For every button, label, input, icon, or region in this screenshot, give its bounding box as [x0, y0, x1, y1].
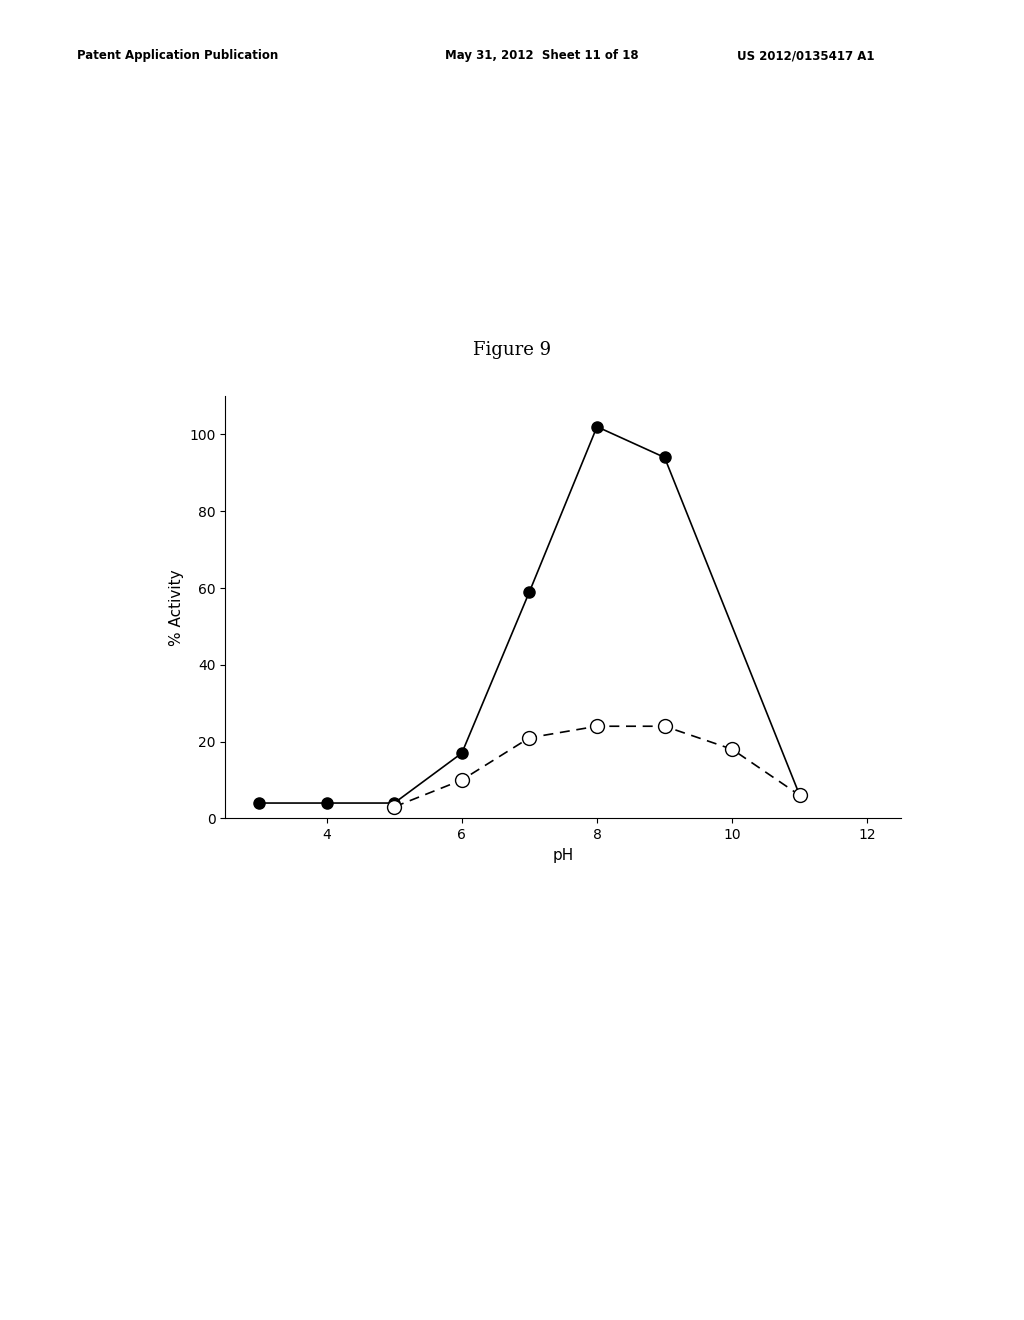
Y-axis label: % Activity: % Activity	[169, 569, 183, 645]
X-axis label: pH: pH	[553, 847, 573, 863]
Text: May 31, 2012  Sheet 11 of 18: May 31, 2012 Sheet 11 of 18	[445, 49, 639, 62]
Text: Patent Application Publication: Patent Application Publication	[77, 49, 279, 62]
Text: US 2012/0135417 A1: US 2012/0135417 A1	[737, 49, 874, 62]
Text: Figure 9: Figure 9	[473, 341, 551, 359]
